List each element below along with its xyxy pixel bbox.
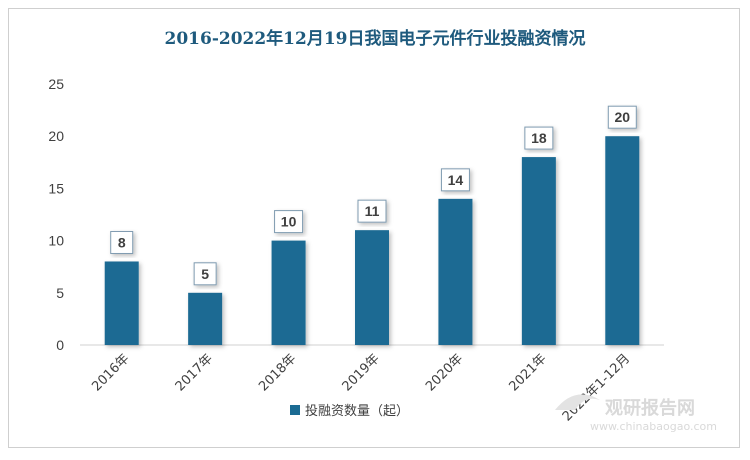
x-tick-label: 2021年 [506, 351, 549, 394]
watermark-logo-icon [555, 394, 600, 410]
data-label: 14 [448, 172, 464, 188]
data-label-box [440, 168, 470, 192]
x-tick-label: 2018年 [256, 351, 299, 394]
x-tick-label: 2017年 [173, 351, 216, 394]
bar [104, 261, 139, 345]
data-label: 5 [201, 266, 209, 282]
x-tick-label: 2016年 [89, 351, 132, 394]
data-label-box [193, 262, 217, 286]
data-label: 20 [614, 109, 630, 125]
bar [188, 292, 223, 345]
watermark-url: www.chinabaogao.com [590, 420, 717, 433]
y-tick-label: 20 [48, 128, 64, 144]
data-label-box [607, 105, 637, 129]
y-tick-label: 0 [56, 337, 64, 353]
bar [438, 198, 473, 345]
data-label: 11 [365, 203, 380, 219]
bar [605, 136, 640, 345]
bar [355, 230, 389, 345]
data-label-box [524, 126, 554, 150]
y-tick-label: 5 [56, 285, 64, 301]
chart-title: 2016-2022年12月19日我国电子元件行业投融资情况 [164, 29, 586, 49]
data-label-box [274, 210, 304, 234]
data-label-box [110, 230, 134, 254]
legend-label: 投融资数量（起） [305, 403, 409, 419]
data-label: 10 [281, 214, 297, 230]
y-tick-label: 10 [48, 233, 64, 249]
data-label: 18 [531, 130, 547, 146]
bar [521, 157, 556, 345]
x-tick-label: 2019年 [340, 351, 383, 394]
data-label-box [357, 199, 387, 223]
watermark-name: 观研报告网 [605, 397, 695, 419]
y-tick-label: 15 [48, 180, 64, 196]
y-tick-label: 25 [48, 76, 64, 92]
legend-swatch [290, 405, 300, 415]
bar [271, 240, 306, 345]
data-label: 8 [118, 234, 126, 250]
x-tick-label: 2020年 [423, 351, 466, 394]
